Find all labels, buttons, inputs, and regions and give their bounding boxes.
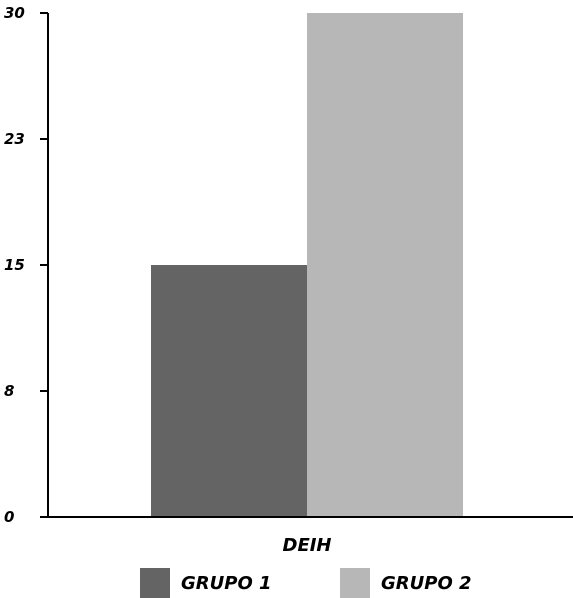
legend-label: GRUPO 1 bbox=[181, 573, 272, 594]
legend-swatch bbox=[340, 568, 370, 598]
x-categories-group: DEIH bbox=[283, 535, 332, 556]
legend-swatch bbox=[140, 568, 170, 598]
bars-group bbox=[151, 13, 463, 517]
y-tick-label: 30 bbox=[4, 4, 25, 22]
y-ticks-group: 0 8 15 23 30 bbox=[4, 4, 48, 526]
y-tick-label: 15 bbox=[4, 256, 25, 274]
x-category-label: DEIH bbox=[283, 535, 332, 556]
bar-grupo-2 bbox=[307, 13, 463, 517]
bar-grupo-1 bbox=[151, 265, 307, 517]
y-tick-label: 0 bbox=[4, 508, 14, 526]
legend: GRUPO 1 GRUPO 2 bbox=[140, 568, 472, 598]
y-tick-label: 8 bbox=[4, 382, 14, 400]
y-tick-label: 23 bbox=[4, 130, 25, 148]
legend-label: GRUPO 2 bbox=[381, 573, 472, 594]
